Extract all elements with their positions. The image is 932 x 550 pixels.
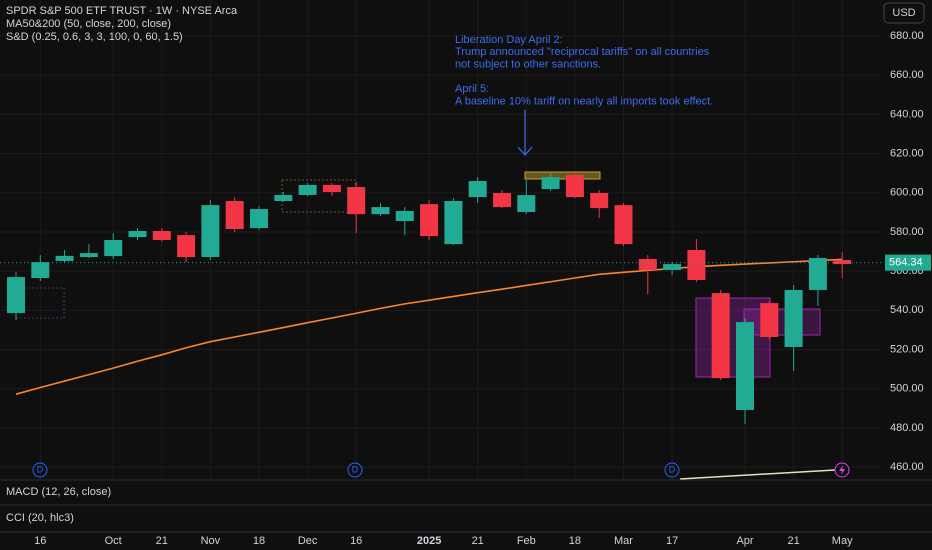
- x-tick-label: 21: [472, 535, 484, 547]
- candle-body: [79, 253, 98, 258]
- x-tick-label: 16: [350, 535, 362, 547]
- annotation-arrow: [517, 146, 533, 156]
- x-tick-label: 21: [787, 535, 799, 547]
- y-tick-label: 500.00: [890, 383, 924, 395]
- currency-label[interactable]: USD: [892, 7, 915, 19]
- candle-body: [493, 192, 511, 208]
- event-marker[interactable]: D: [32, 462, 48, 478]
- candle-body: [395, 211, 414, 221]
- candle-body: [201, 205, 220, 258]
- candle-body: [808, 258, 827, 290]
- event-marker-label: D: [37, 464, 44, 474]
- x-tick-label: Feb: [517, 535, 536, 547]
- pane-label: MACD (12, 26, close): [6, 486, 111, 498]
- candle-body: [128, 230, 147, 238]
- event-marker[interactable]: D: [347, 462, 363, 478]
- candle-body: [833, 259, 852, 265]
- candle-body: [371, 207, 390, 215]
- x-tick-label: Oct: [105, 535, 122, 547]
- y-tick-label: 660.00: [890, 69, 924, 81]
- event-marker[interactable]: D: [664, 462, 680, 478]
- candle-body: [590, 192, 609, 209]
- x-tick-label: 21: [156, 535, 168, 547]
- candle-body: [31, 262, 50, 279]
- candle-body: [274, 194, 293, 202]
- y-tick-label: 640.00: [890, 108, 924, 120]
- alert-icon[interactable]: [834, 462, 850, 478]
- y-tick-label: 460.00: [890, 461, 924, 473]
- chart-title: SPDR S&P 500 ETF TRUST · 1W · NYSE Arca: [6, 5, 238, 17]
- x-tick-label: 16: [34, 535, 46, 547]
- candle-body: [420, 204, 439, 237]
- candle-body: [784, 289, 803, 347]
- x-tick-label: Nov: [201, 535, 221, 547]
- candle-body: [298, 184, 317, 195]
- x-tick-label: 17: [666, 535, 678, 547]
- y-tick-label: 580.00: [890, 226, 924, 238]
- candle-body: [104, 240, 123, 257]
- annotation: Trump announced "reciprocal tariffs" on …: [455, 46, 710, 58]
- indicator-line: [679, 469, 836, 480]
- indicator-label: MA50&200 (50, close, 200, close): [6, 18, 171, 30]
- y-tick-label: 620.00: [890, 148, 924, 160]
- y-tick-label: 540.00: [890, 304, 924, 316]
- alert-icon: [839, 465, 845, 475]
- candle-body: [7, 277, 25, 314]
- annotation: A baseline 10% tariff on nearly all impo…: [455, 95, 713, 107]
- demand-zone: [743, 308, 821, 336]
- candle-body: [444, 201, 463, 245]
- candle-body: [565, 174, 584, 198]
- annotation: April 5:: [455, 83, 489, 95]
- event-marker-label: D: [352, 464, 359, 474]
- plot: [0, 172, 884, 425]
- y-tick-label: 680.00: [890, 30, 924, 42]
- indicator-label: S&D (0.25, 0.6, 3, 3, 100, 0, 60, 1.5): [6, 31, 183, 43]
- candle-body: [541, 177, 560, 190]
- x-tick-label: Dec: [298, 535, 318, 547]
- x-tick-label: Mar: [614, 535, 633, 547]
- annotation: Liberation Day April 2:: [455, 34, 563, 46]
- candle-body: [711, 293, 730, 379]
- supply-zone: [524, 171, 601, 180]
- candle-body: [55, 255, 74, 261]
- y-tick-label: 480.00: [890, 422, 924, 434]
- candle-body: [517, 195, 536, 212]
- candle-body: [760, 303, 779, 337]
- candle-body: [177, 235, 196, 258]
- price-tag: [885, 254, 931, 271]
- y-tick-label: 520.00: [890, 343, 924, 355]
- x-tick-label: 18: [569, 535, 581, 547]
- candle-body: [468, 181, 487, 198]
- candle-body: [687, 249, 706, 280]
- candle-body: [250, 209, 268, 229]
- x-tick-label: Apr: [736, 535, 753, 547]
- candle-body: [638, 259, 657, 270]
- candle-body: [152, 230, 171, 240]
- candle-body: [322, 184, 341, 192]
- x-tick-label: May: [832, 535, 853, 547]
- candle-body: [225, 201, 244, 230]
- price-tag-label: 564.34: [889, 257, 923, 269]
- candle-body: [347, 187, 366, 215]
- demand-zone: [695, 297, 771, 378]
- annotation: not subject to other sanctions.: [455, 59, 601, 71]
- x-tick-label: 2025: [417, 535, 441, 547]
- currency-button[interactable]: [883, 2, 925, 24]
- event-marker-label: D: [669, 464, 676, 474]
- candle-body: [736, 322, 754, 411]
- candle-body: [614, 205, 633, 245]
- x-tick-label: 18: [253, 535, 265, 547]
- y-tick-label: 600.00: [890, 187, 924, 199]
- pane-label: CCI (20, hlc3): [6, 512, 74, 524]
- candle-body: [663, 264, 682, 270]
